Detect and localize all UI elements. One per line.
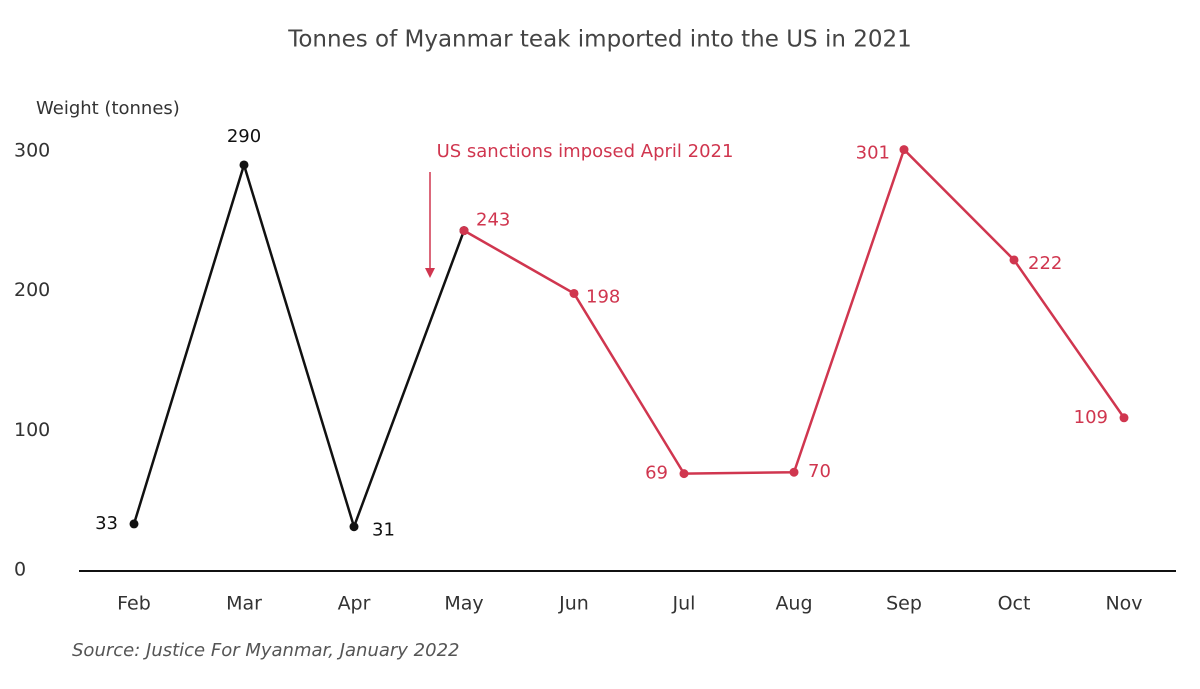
x-tick-label: Oct [998, 593, 1031, 615]
x-tick-label: Feb [117, 593, 151, 615]
point [239, 160, 249, 170]
annotation: US sanctions imposed April 2021 [437, 141, 734, 162]
value-label: 70 [808, 461, 831, 482]
point [1009, 255, 1019, 265]
y-tick-label: 200 [14, 279, 50, 301]
y-axis-label: Weight (tonnes) [36, 98, 180, 119]
source: Source: Justice For Myanmar, January 202… [72, 640, 459, 661]
point [569, 288, 579, 298]
chart-title: Tonnes of Myanmar teak imported into the… [287, 27, 912, 53]
point [899, 145, 909, 155]
value-label: 301 [856, 143, 890, 164]
annotation-arrowhead [425, 268, 435, 278]
x-tick-label: Nov [1105, 593, 1142, 615]
value-label: 109 [1074, 407, 1108, 428]
point [679, 469, 689, 479]
x-tick-label: Jul [672, 593, 696, 615]
x-tick-label: Aug [775, 593, 812, 615]
x-tick-label: May [444, 593, 483, 615]
value-label: 198 [586, 286, 620, 307]
point [129, 519, 139, 529]
value-label: 243 [476, 210, 510, 231]
point [1119, 413, 1129, 423]
y-tick-label: 300 [14, 140, 50, 162]
value-label: 31 [372, 520, 395, 541]
y-tick-label: 0 [14, 559, 26, 581]
value-label: 222 [1028, 253, 1062, 274]
x-tick-label: Jun [558, 593, 589, 615]
point [349, 522, 359, 532]
x-tick-label: Apr [338, 593, 371, 615]
point [789, 467, 799, 477]
line [132, 160, 466, 531]
value-label: 33 [95, 513, 118, 534]
value-label: 69 [645, 463, 668, 484]
point [459, 226, 469, 236]
y-tick-label: 100 [14, 419, 50, 441]
line [463, 147, 1126, 475]
x-tick-label: Mar [226, 593, 262, 615]
value-label: 290 [227, 126, 261, 147]
x-tick-label: Sep [886, 593, 922, 615]
